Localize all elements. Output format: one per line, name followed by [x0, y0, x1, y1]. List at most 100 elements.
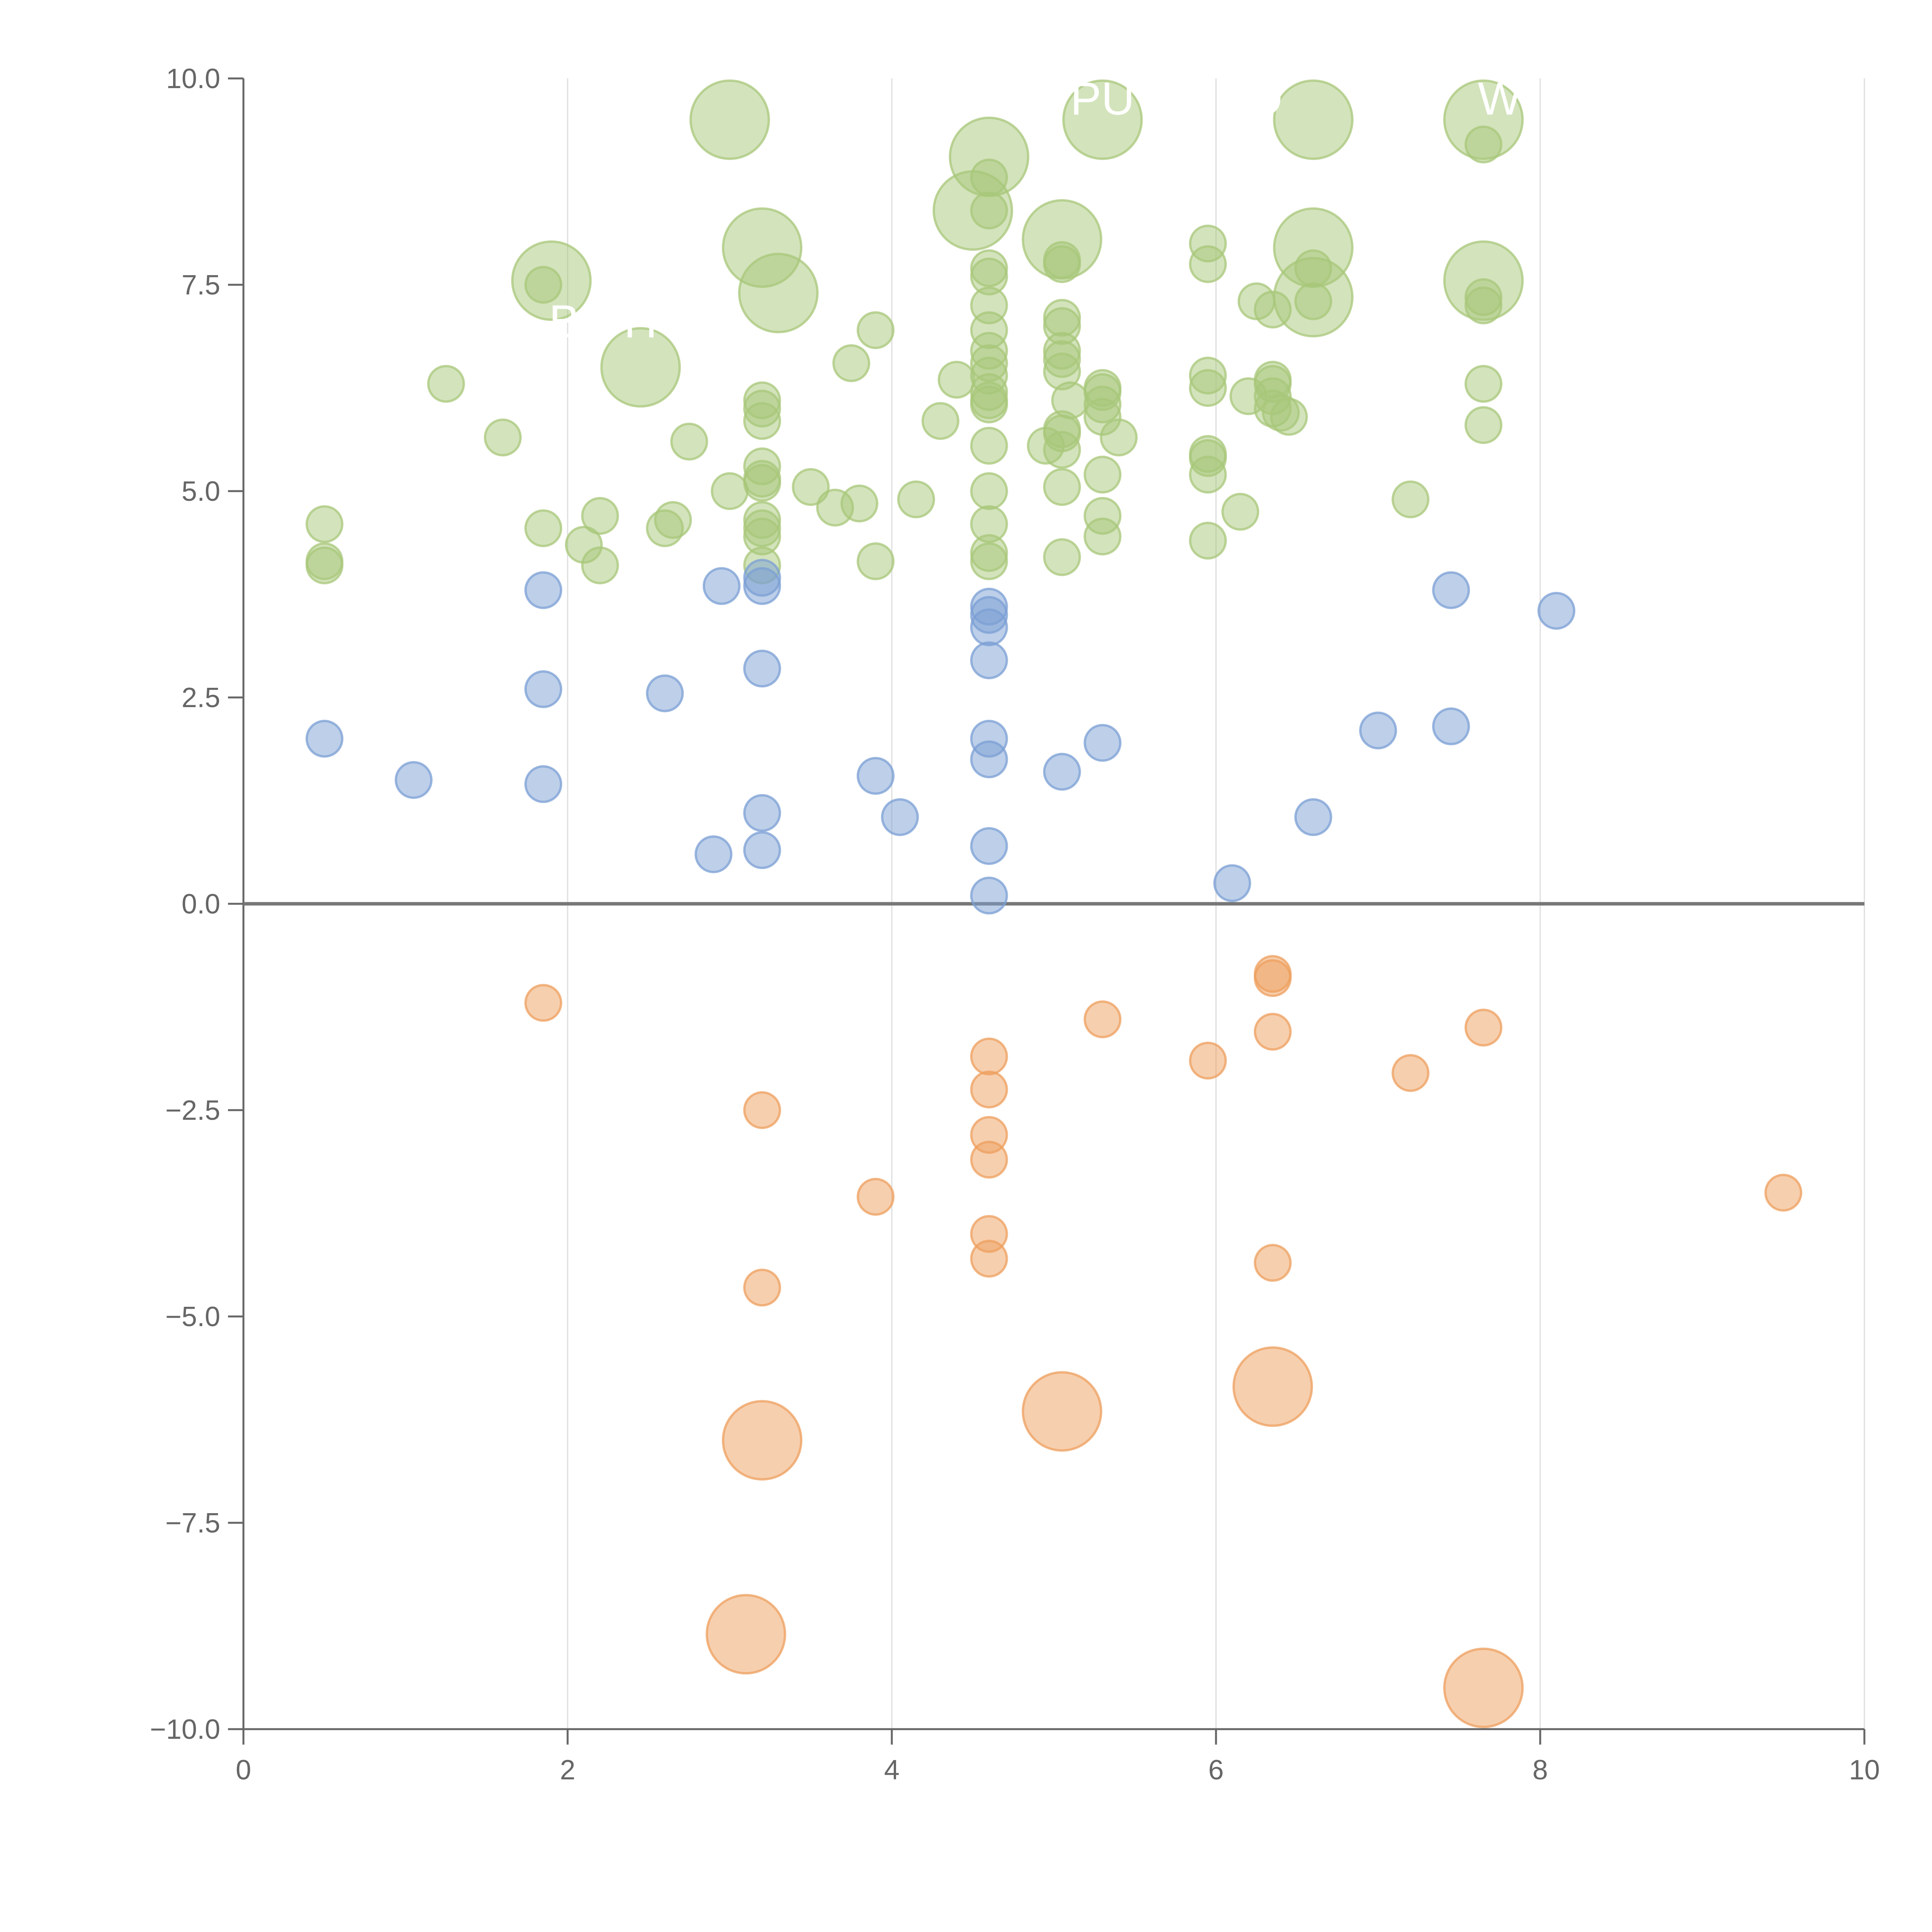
- point-mid: [305, 719, 344, 758]
- y-axis-ticks: 10.0 7.5 5.0 2.5 0.0 −2.5 −5.0 −7.5 −10.0: [150, 63, 243, 1745]
- point-mid: [694, 835, 733, 873]
- point-high: [743, 464, 781, 502]
- point-high: [305, 505, 344, 543]
- point-high: [1189, 245, 1227, 283]
- point-high: [832, 344, 871, 382]
- point-high: [1083, 517, 1122, 556]
- point-high: [1189, 522, 1227, 560]
- point-high: [646, 509, 684, 548]
- annotation-label: O: [1247, 73, 1282, 124]
- point-high: [600, 327, 681, 408]
- annotation-label: H: [624, 296, 657, 347]
- point-low: [1083, 1000, 1122, 1039]
- point-high: [970, 191, 1008, 230]
- point-mid: [970, 827, 1008, 865]
- y-tick-label: −7.5: [165, 1508, 220, 1539]
- point-high: [524, 509, 563, 548]
- point-high: [1464, 286, 1503, 325]
- point-high: [921, 402, 959, 440]
- point-high: [937, 361, 976, 399]
- point-mid: [524, 765, 563, 803]
- y-tick-label: 7.5: [182, 270, 220, 301]
- point-low: [706, 1594, 786, 1675]
- point-high: [1253, 291, 1292, 329]
- point-mid: [743, 794, 781, 832]
- point-high: [840, 485, 879, 523]
- point-low: [857, 1178, 895, 1216]
- point-low: [970, 1037, 1008, 1076]
- annotations: PU O W B H: [549, 73, 1522, 347]
- point-high: [1083, 456, 1122, 494]
- point-high: [970, 472, 1008, 510]
- point-mid: [970, 876, 1008, 915]
- point-mid: [702, 567, 741, 605]
- point-high: [1043, 245, 1081, 283]
- point-low: [1464, 1009, 1503, 1047]
- x-tick-label: 6: [1208, 1755, 1224, 1786]
- x-tick-label: 0: [236, 1755, 251, 1786]
- point-low: [1189, 1041, 1227, 1080]
- point-mid: [1083, 724, 1122, 762]
- point-high: [738, 253, 819, 333]
- point-high: [1043, 431, 1081, 469]
- point-high: [1391, 480, 1430, 519]
- point-high: [1189, 369, 1227, 407]
- point-low: [524, 984, 563, 1022]
- point-mid: [743, 567, 781, 605]
- point-mid: [743, 831, 781, 869]
- point-low: [970, 1240, 1008, 1278]
- point-high: [1189, 456, 1227, 494]
- x-tick-label: 4: [884, 1755, 900, 1786]
- point-high: [1062, 79, 1143, 160]
- point-high: [1294, 282, 1332, 320]
- point-high: [897, 480, 935, 519]
- x-tick-label: 8: [1532, 1755, 1548, 1786]
- point-high: [427, 365, 465, 403]
- point-mid: [524, 571, 563, 609]
- point-low: [743, 1091, 781, 1129]
- point-high: [305, 546, 344, 585]
- point-low: [970, 1141, 1008, 1179]
- point-high: [1464, 406, 1503, 444]
- point-high: [1270, 398, 1308, 436]
- point-low: [1253, 1013, 1292, 1051]
- point-high: [743, 402, 781, 440]
- point-mid: [646, 674, 684, 713]
- point-high: [484, 418, 522, 457]
- point-mid: [881, 798, 919, 836]
- y-tick-label: −5.0: [165, 1301, 220, 1332]
- point-low: [1253, 959, 1292, 997]
- point-mid: [395, 761, 433, 799]
- annotation-label: B: [549, 296, 580, 347]
- point-high: [970, 427, 1008, 465]
- point-high: [792, 468, 830, 506]
- point-high: [1221, 493, 1259, 531]
- point-mid: [970, 641, 1008, 679]
- point-low: [743, 1269, 781, 1307]
- point-high: [711, 472, 749, 510]
- annotation-label: PU: [1070, 73, 1135, 124]
- point-mid: [1043, 753, 1081, 791]
- x-tick-label: 10: [1849, 1755, 1880, 1786]
- point-mid: [970, 740, 1008, 779]
- x-axis-ticks: 0 2 4 6 8 10: [236, 1729, 1880, 1786]
- y-tick-label: 0.0: [182, 889, 220, 920]
- point-mid: [1294, 798, 1332, 836]
- x-tick-label: 2: [560, 1755, 575, 1786]
- data-points: [305, 79, 1803, 1728]
- y-tick-label: 10.0: [166, 63, 220, 94]
- point-low: [1391, 1054, 1430, 1092]
- point-high: [1043, 538, 1081, 576]
- point-mid: [857, 757, 895, 795]
- point-high: [857, 311, 895, 349]
- point-low: [1443, 1648, 1524, 1728]
- point-high: [970, 385, 1008, 423]
- point-low: [1022, 1371, 1102, 1452]
- point-high: [670, 422, 708, 461]
- point-mid: [1359, 711, 1397, 750]
- point-high: [1043, 468, 1081, 506]
- y-tick-label: −2.5: [165, 1095, 220, 1126]
- point-mid: [970, 608, 1008, 646]
- point-mid: [1432, 707, 1470, 745]
- point-low: [970, 1070, 1008, 1109]
